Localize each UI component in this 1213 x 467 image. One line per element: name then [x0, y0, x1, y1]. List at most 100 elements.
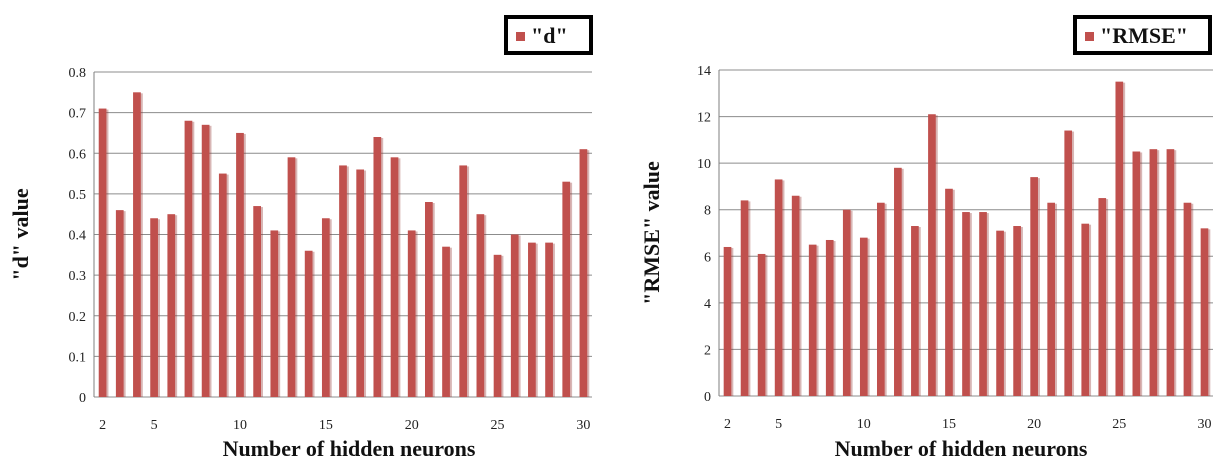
bar	[1013, 226, 1021, 396]
x-tick-label: 25	[491, 418, 505, 433]
bar	[825, 239, 834, 396]
legend-label: "RMSE"	[1100, 23, 1188, 48]
bar	[373, 137, 382, 397]
bar	[928, 114, 936, 396]
bar	[979, 212, 987, 396]
x-axis-title: Number of hidden neurons	[835, 436, 1088, 461]
y-tick-label: 4	[704, 297, 711, 312]
bar	[774, 179, 783, 396]
bar	[167, 214, 176, 397]
y-axis-title: "RMSE" value	[639, 161, 664, 305]
bar	[1030, 177, 1038, 396]
bar	[459, 165, 468, 397]
y-tick-label: 0.3	[69, 269, 87, 284]
bar	[115, 210, 124, 397]
bar	[1149, 149, 1158, 396]
bar	[442, 246, 450, 397]
bar	[859, 237, 868, 396]
x-tick-label: 2	[724, 417, 731, 432]
bar	[945, 188, 953, 396]
y-tick-label: 0.4	[69, 229, 87, 244]
y-tick-label: 0	[704, 390, 711, 405]
x-tick-label: 15	[319, 418, 333, 433]
bar	[1115, 81, 1124, 397]
bar	[791, 195, 800, 396]
bar	[424, 202, 433, 397]
bar	[723, 246, 732, 396]
bar	[304, 250, 313, 397]
bar	[876, 202, 885, 396]
y-tick-label: 0	[79, 391, 86, 406]
y-tick-label: 0.7	[69, 107, 87, 122]
x-tick-label: 15	[942, 417, 956, 432]
x-tick-label: 30	[576, 418, 590, 433]
y-tick-label: 2	[704, 343, 711, 358]
x-tick-label: 20	[405, 418, 419, 433]
bar	[1098, 198, 1107, 396]
bar	[894, 167, 902, 396]
x-tick-label: 25	[1112, 417, 1126, 432]
bar	[996, 230, 1004, 396]
y-axis-title: "d" value	[8, 188, 33, 281]
bar	[757, 253, 766, 396]
bar	[133, 92, 141, 397]
legend-swatch	[516, 32, 525, 41]
bar	[339, 165, 347, 397]
bar	[1166, 149, 1175, 396]
x-tick-label: 30	[1197, 417, 1211, 432]
bar	[321, 218, 330, 397]
x-tick-label: 10	[857, 417, 871, 432]
y-tick-label: 12	[697, 111, 711, 126]
x-tick-label: 20	[1027, 417, 1041, 432]
bar	[390, 157, 399, 397]
bar	[407, 230, 416, 397]
bar	[528, 242, 536, 397]
y-tick-label: 0.5	[69, 188, 87, 203]
y-tick-label: 0.8	[69, 66, 87, 81]
bar	[493, 254, 502, 397]
bar	[808, 244, 817, 396]
legend-box	[1073, 15, 1212, 55]
x-tick-label: 2	[99, 418, 106, 433]
bar	[356, 169, 365, 397]
bar	[1047, 202, 1056, 396]
bar	[842, 209, 851, 396]
y-tick-label: 0.1	[69, 350, 87, 365]
bar	[253, 206, 262, 397]
y-tick-label: 0.2	[69, 310, 87, 325]
x-tick-label: 10	[233, 418, 247, 433]
bar	[201, 124, 210, 397]
bar	[218, 173, 227, 397]
bar	[236, 132, 244, 397]
y-tick-label: 8	[704, 204, 711, 219]
bar	[579, 149, 588, 397]
bar	[1132, 151, 1141, 396]
bar	[476, 214, 485, 397]
bar	[510, 234, 519, 397]
bar	[287, 157, 296, 397]
x-tick-label: 5	[775, 417, 782, 432]
bar	[1081, 223, 1090, 396]
bar	[1064, 130, 1073, 397]
bar	[184, 120, 193, 397]
legend-label: "d"	[531, 23, 568, 48]
x-tick-label: 5	[151, 418, 158, 433]
y-tick-label: 0.6	[69, 147, 87, 162]
bar	[545, 242, 553, 397]
x-axis-title: Number of hidden neurons	[223, 436, 476, 461]
y-tick-label: 14	[697, 64, 711, 79]
legend-swatch	[1085, 32, 1094, 41]
bar	[962, 212, 970, 396]
bar	[150, 218, 158, 397]
bar	[270, 230, 279, 397]
bar	[562, 181, 571, 397]
bar	[98, 108, 107, 397]
y-tick-label: 6	[704, 250, 711, 265]
bar	[911, 226, 919, 396]
chart-1: 00.10.20.30.40.50.60.70.82 5 10 15 20 25 30Num…	[8, 15, 593, 461]
y-tick-label: 10	[697, 157, 711, 172]
bar	[1183, 202, 1192, 396]
bar	[1200, 228, 1209, 396]
